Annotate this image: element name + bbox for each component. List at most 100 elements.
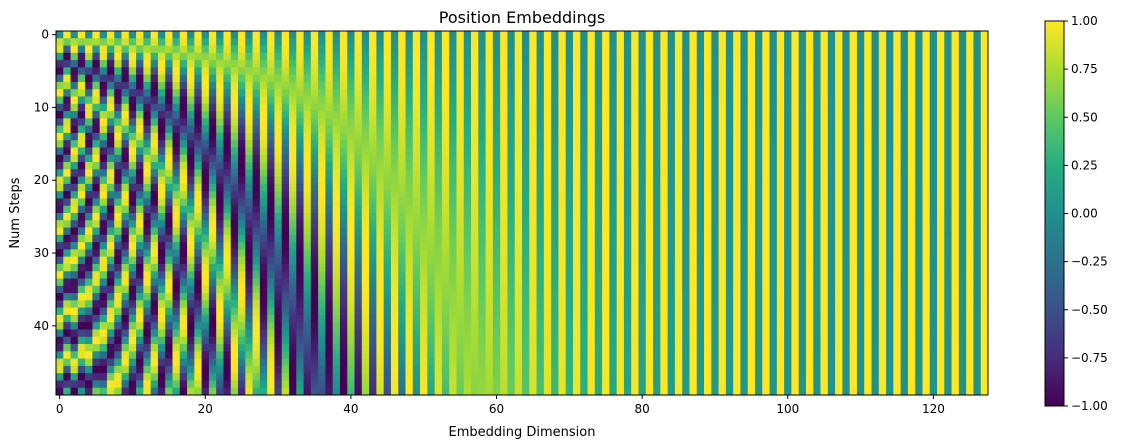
heatmap-cell — [157, 293, 166, 301]
heatmap-cell — [958, 140, 967, 148]
heatmap-cell — [77, 234, 86, 243]
heatmap-cell — [769, 147, 778, 156]
heatmap-cell — [922, 271, 931, 279]
heatmap-cell — [922, 183, 931, 192]
heatmap-cell — [77, 176, 86, 185]
heatmap-cell — [216, 278, 224, 287]
heatmap-cell — [805, 213, 814, 221]
heatmap-cell — [529, 220, 537, 228]
heatmap-cell — [616, 74, 625, 83]
heatmap-cell — [791, 140, 800, 148]
heatmap-cell — [128, 198, 137, 207]
heatmap-cell — [565, 263, 574, 272]
heatmap-cell — [172, 198, 181, 207]
heatmap-cell — [682, 96, 690, 105]
heatmap-cell — [478, 191, 486, 199]
heatmap-cell — [449, 45, 457, 54]
heatmap-cell — [660, 118, 668, 126]
heatmap-cell — [143, 103, 152, 112]
heatmap-cell — [332, 103, 341, 112]
heatmap-cell — [230, 256, 239, 265]
heatmap-cell — [405, 205, 414, 214]
heatmap-cell — [339, 89, 348, 97]
heatmap-cell — [878, 183, 887, 192]
heatmap-cell — [216, 227, 224, 236]
heatmap-cell — [230, 234, 239, 243]
heatmap-cell — [864, 198, 872, 207]
heatmap-cell — [121, 89, 130, 97]
heatmap-cell — [128, 74, 137, 83]
heatmap-cell — [434, 147, 443, 156]
heatmap-cell — [791, 74, 800, 83]
heatmap-cell — [522, 205, 530, 214]
heatmap-cell — [325, 154, 334, 163]
heatmap-cell — [973, 205, 982, 214]
heatmap-cell — [267, 213, 275, 221]
heatmap-cell — [798, 242, 807, 250]
heatmap — [56, 31, 989, 396]
heatmap-cell — [755, 74, 763, 83]
heatmap-cell — [820, 96, 829, 105]
heatmap-cell — [551, 81, 559, 90]
heatmap-cell — [966, 74, 974, 83]
heatmap-cell — [99, 96, 108, 105]
heatmap-cell — [798, 227, 807, 236]
heatmap-cell — [594, 220, 603, 228]
heatmap-cell — [784, 249, 792, 258]
heatmap-cell — [856, 31, 865, 39]
heatmap-cell — [500, 125, 508, 134]
heatmap-cell — [653, 278, 661, 287]
heatmap-cell — [725, 176, 734, 185]
heatmap-cell — [128, 169, 137, 177]
heatmap-cell — [339, 242, 348, 250]
heatmap-cell — [944, 125, 952, 134]
heatmap-cell — [871, 234, 880, 243]
heatmap-cell — [230, 125, 239, 134]
heatmap-cell — [114, 96, 122, 105]
heatmap-cell — [223, 220, 232, 228]
heatmap-cell — [398, 183, 406, 192]
heatmap-cell — [500, 183, 508, 192]
heatmap-cell — [805, 256, 814, 265]
heatmap-cell — [522, 220, 530, 228]
heatmap-cell — [456, 132, 465, 141]
heatmap-cell — [725, 140, 734, 148]
heatmap-cell — [529, 162, 537, 170]
heatmap-cell — [77, 132, 86, 141]
heatmap-cell — [827, 285, 836, 294]
heatmap-cell — [594, 162, 603, 170]
heatmap-cell — [194, 132, 202, 141]
heatmap-cell — [856, 81, 865, 90]
heatmap-cell — [558, 118, 567, 126]
heatmap-cell — [602, 52, 610, 61]
heatmap-cell — [303, 220, 312, 228]
heatmap-cell — [674, 89, 683, 97]
heatmap-cell — [99, 307, 108, 316]
heatmap-cell — [616, 300, 625, 308]
heatmap-cell — [121, 81, 130, 90]
heatmap-cell — [827, 140, 836, 148]
heatmap-cell — [245, 45, 253, 54]
heatmap-cell — [63, 96, 71, 105]
heatmap-cell — [157, 242, 166, 250]
heatmap-cell — [631, 256, 639, 265]
heatmap-cell — [798, 300, 807, 308]
heatmap-cell — [740, 52, 749, 61]
heatmap-cell — [733, 60, 741, 68]
heatmap-cell — [973, 169, 982, 177]
heatmap-cell — [157, 125, 166, 134]
heatmap-cell — [121, 191, 130, 199]
heatmap-cell — [915, 191, 923, 199]
heatmap-cell — [223, 249, 232, 258]
heatmap-cell — [958, 198, 967, 207]
heatmap-cell — [718, 162, 727, 170]
heatmap-cell — [747, 183, 756, 192]
heatmap-cell — [755, 263, 763, 272]
heatmap-cell — [623, 307, 632, 316]
heatmap-cell — [165, 198, 173, 207]
heatmap-cell — [784, 285, 792, 294]
heatmap-cell — [441, 45, 450, 54]
heatmap-cell — [609, 213, 618, 221]
heatmap-cell — [798, 31, 807, 39]
heatmap-cell — [602, 191, 610, 199]
